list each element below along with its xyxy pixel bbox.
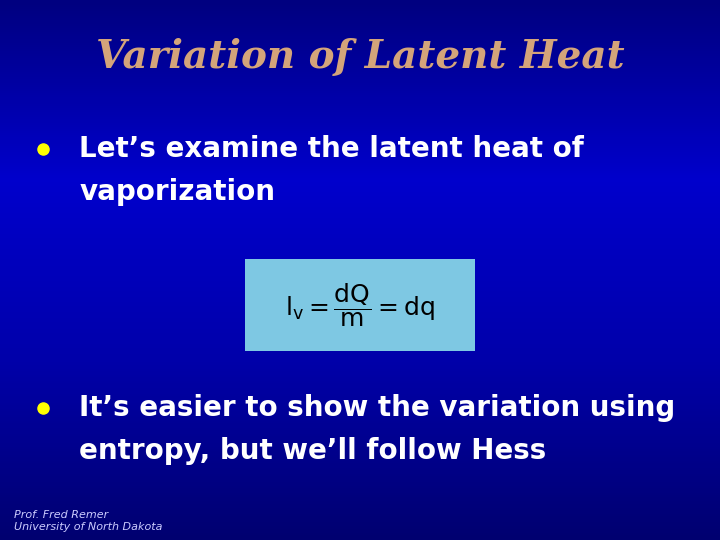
Text: Variation of Latent Heat: Variation of Latent Heat bbox=[96, 38, 624, 76]
FancyBboxPatch shape bbox=[245, 259, 475, 351]
Text: vaporization: vaporization bbox=[79, 178, 275, 206]
Text: $\mathregular{l_v} = \dfrac{\mathregular{dQ}}{\mathregular{m}} = \mathregular{dq: $\mathregular{l_v} = \dfrac{\mathregular… bbox=[285, 281, 435, 329]
Text: It’s easier to show the variation using: It’s easier to show the variation using bbox=[79, 394, 675, 422]
Text: Prof. Fred Remer
University of North Dakota: Prof. Fred Remer University of North Dak… bbox=[14, 510, 163, 532]
Text: entropy, but we’ll follow Hess: entropy, but we’ll follow Hess bbox=[79, 437, 546, 465]
Text: Let’s examine the latent heat of: Let’s examine the latent heat of bbox=[79, 135, 584, 163]
